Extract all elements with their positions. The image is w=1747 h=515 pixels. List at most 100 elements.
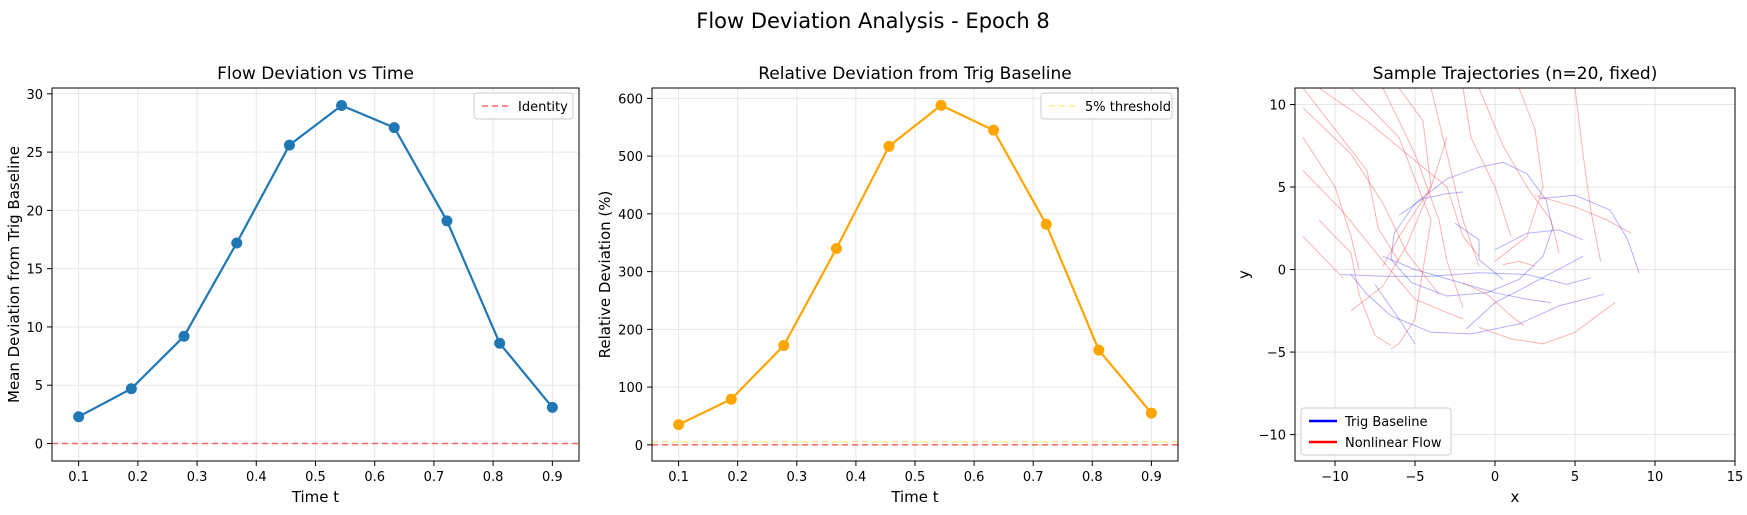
x-tick-label: 5 (1571, 470, 1579, 485)
x-tick-label: 0.3 (786, 470, 807, 485)
y-tick-label: 10 (1269, 99, 1286, 114)
chart-title: Flow Deviation vs Time (217, 64, 414, 84)
legend-box (1040, 92, 1173, 120)
x-axis-label: Time t (890, 488, 938, 506)
data-point (673, 419, 685, 431)
trajectory-line (1382, 137, 1448, 267)
y-tick-label: 400 (618, 208, 643, 223)
axes-frame (51, 87, 580, 462)
y-tick-label: 100 (618, 381, 643, 396)
trajectory-line (1341, 272, 1592, 285)
trajectory-line (1350, 88, 1432, 312)
x-tick-label: 0.1 (68, 470, 89, 485)
y-tick-label: 20 (26, 204, 43, 219)
trajectory-line (1454, 222, 1504, 280)
trajectory-line (1382, 88, 1464, 308)
trajectory-line (1430, 88, 1480, 267)
y-tick-label: 0 (635, 439, 643, 454)
chart-title: Relative Deviation from Trig Baseline (758, 64, 1072, 84)
trajectory-line (1302, 236, 1344, 279)
trajectory-line (1350, 274, 1604, 335)
x-tick-label: 0.4 (246, 470, 267, 485)
x-tick-label: 0.1 (668, 470, 689, 485)
x-axis-label: Time t (291, 488, 339, 506)
data-point (883, 140, 895, 152)
data-point (336, 99, 348, 111)
trajectory-line (1534, 194, 1632, 234)
x-tick-label: 0.6 (964, 470, 985, 485)
trajectory-line (1539, 194, 1640, 273)
legend-box (473, 92, 574, 120)
y-tick-label: 300 (618, 266, 643, 281)
data-point (73, 411, 85, 423)
axes-frame (1294, 87, 1736, 462)
series-line (78, 104, 554, 418)
chart-1: 0.1 0.2 0.3 0.4 0.5 0.6 0.7 0.8 0.9 0 5 10 15 20 25 30 F… (5, 64, 580, 506)
trajectory-line (1302, 137, 1360, 270)
x-tick-label: 0.8 (1082, 470, 1103, 485)
data-point (935, 99, 947, 111)
legend-label-nonlinear-flow: Nonlinear Flow (1345, 436, 1442, 451)
x-tick-label: 0.2 (128, 470, 149, 485)
plot-area (52, 99, 579, 445)
y-tick-label: −5 (1267, 346, 1286, 361)
trajectory-line (1302, 88, 1400, 262)
series-line (678, 104, 1153, 426)
y-tick-label: 500 (618, 150, 643, 165)
x-axis-label: x (1511, 488, 1520, 506)
x-tick-label: 0.5 (305, 470, 326, 485)
x-tick-label: 0.5 (905, 470, 926, 485)
x-tick-label: −5 (1405, 470, 1424, 485)
data-point (778, 340, 790, 352)
x-tick-label: −10 (1321, 470, 1348, 485)
trajectory-line (1478, 88, 1560, 254)
trajectory-line (1398, 191, 1464, 216)
trajectory-line (1465, 255, 1584, 330)
data-point (830, 243, 842, 255)
x-tick-label: 0.2 (727, 470, 748, 485)
trajectory-line (1502, 260, 1536, 267)
x-tick-label: 0.7 (1023, 470, 1044, 485)
data-point (1145, 407, 1157, 419)
legend-label-trig-baseline: Trig Baseline (1344, 415, 1428, 430)
data-point (1040, 218, 1052, 230)
data-point (125, 383, 137, 395)
x-tick-label: 0 (1491, 470, 1499, 485)
y-tick-label: 0 (35, 438, 43, 453)
y-tick-label: −10 (1259, 429, 1286, 444)
trajectory-line (1494, 88, 1544, 262)
data-point (441, 215, 453, 227)
trajectory-line (1478, 302, 1616, 345)
x-tick-label: 0.3 (187, 470, 208, 485)
chart-3: −10 −5 0 5 10 15 −10 −5 0 5 10 Sample Trajectories … (1235, 64, 1743, 506)
x-tick-label: 0.4 (846, 470, 867, 485)
trajectory-line (1318, 219, 1392, 346)
data-point (546, 401, 558, 413)
legend-label-threshold: 5% threshold (1085, 100, 1171, 115)
legend-box (1300, 407, 1452, 456)
data-point (725, 393, 737, 405)
data-point (1093, 344, 1105, 356)
y-tick-label: 10 (26, 321, 43, 336)
trajectory-line (1374, 284, 1416, 345)
data-point (178, 330, 190, 342)
data-point (283, 139, 295, 151)
y-tick-label: 200 (618, 323, 643, 338)
data-point (231, 237, 243, 249)
trajectory-line (1390, 161, 1554, 297)
axes-frame (651, 87, 1179, 462)
x-tick-label: 15 (1727, 470, 1744, 485)
trajectory-line (1462, 88, 1512, 237)
x-tick-label: 10 (1647, 470, 1664, 485)
y-tick-label: 30 (26, 88, 43, 103)
y-tick-label: 15 (26, 263, 43, 278)
y-tick-label: 600 (618, 92, 643, 107)
trajectory-line (1350, 88, 1432, 350)
y-tick-label: 0 (1278, 264, 1286, 279)
trajectory-line (1318, 88, 1480, 257)
trajectory-line (1382, 255, 1552, 304)
y-tick-label: 5 (35, 379, 43, 394)
y-axis-label: y (1235, 270, 1253, 279)
